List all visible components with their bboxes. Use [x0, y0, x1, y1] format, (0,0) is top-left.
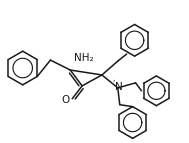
Text: N: N [115, 82, 123, 92]
Text: ʹ: ʹ [113, 80, 115, 89]
Text: O: O [61, 95, 69, 105]
Text: NH₂: NH₂ [74, 53, 94, 63]
